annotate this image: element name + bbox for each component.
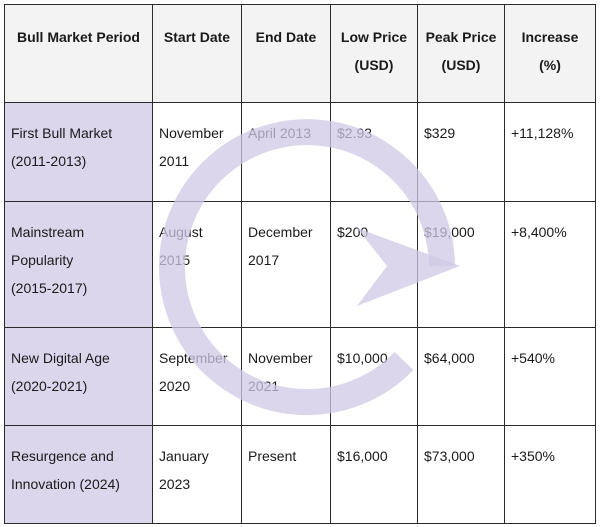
- period-cell: First Bull Market (2011-2013): [4, 102, 153, 202]
- start-date-cell: January 2023: [152, 425, 242, 524]
- start-date-cell: September 2020: [152, 327, 242, 426]
- header-bull-market-period: Bull Market Period: [4, 4, 153, 103]
- end-date-cell: April 2013: [241, 102, 331, 202]
- start-date-cell: August 2015: [152, 201, 242, 328]
- start-date-cell: November 2011: [152, 102, 242, 202]
- end-date-cell: December 2017: [241, 201, 331, 328]
- peak-price-cell: $329: [417, 102, 505, 202]
- header-increase: Increase (%): [504, 4, 596, 103]
- header-end-date: End Date: [241, 4, 331, 103]
- low-price-cell: $10,000: [330, 327, 418, 426]
- table-row: Resurgence and Innovation (2024) January…: [4, 425, 596, 524]
- low-price-cell: $16,000: [330, 425, 418, 524]
- period-cell: Mainstream Popularity (2015-2017): [4, 201, 153, 328]
- low-price-cell: $200: [330, 201, 418, 328]
- table-row: Mainstream Popularity (2015-2017) August…: [4, 201, 596, 328]
- increase-cell: +11,128%: [504, 102, 596, 202]
- table-row: New Digital Age (2020-2021) September 20…: [4, 327, 596, 426]
- header-peak-price: Peak Price (USD): [417, 4, 505, 103]
- peak-price-cell: $19,000: [417, 201, 505, 328]
- low-price-cell: $2.93: [330, 102, 418, 202]
- bull-market-table: Bull Market Period Start Date End Date L…: [4, 4, 596, 524]
- header-low-price: Low Price (USD): [330, 4, 418, 103]
- increase-cell: +8,400%: [504, 201, 596, 328]
- header-start-date: Start Date: [152, 4, 242, 103]
- table-header-row: Bull Market Period Start Date End Date L…: [4, 4, 596, 103]
- period-cell: New Digital Age (2020-2021): [4, 327, 153, 426]
- end-date-cell: Present: [241, 425, 331, 524]
- increase-cell: +350%: [504, 425, 596, 524]
- peak-price-cell: $73,000: [417, 425, 505, 524]
- period-cell: Resurgence and Innovation (2024): [4, 425, 153, 524]
- table-row: First Bull Market (2011-2013) November 2…: [4, 102, 596, 202]
- end-date-cell: November 2021: [241, 327, 331, 426]
- bull-market-table-container: Bull Market Period Start Date End Date L…: [4, 4, 596, 524]
- peak-price-cell: $64,000: [417, 327, 505, 426]
- increase-cell: +540%: [504, 327, 596, 426]
